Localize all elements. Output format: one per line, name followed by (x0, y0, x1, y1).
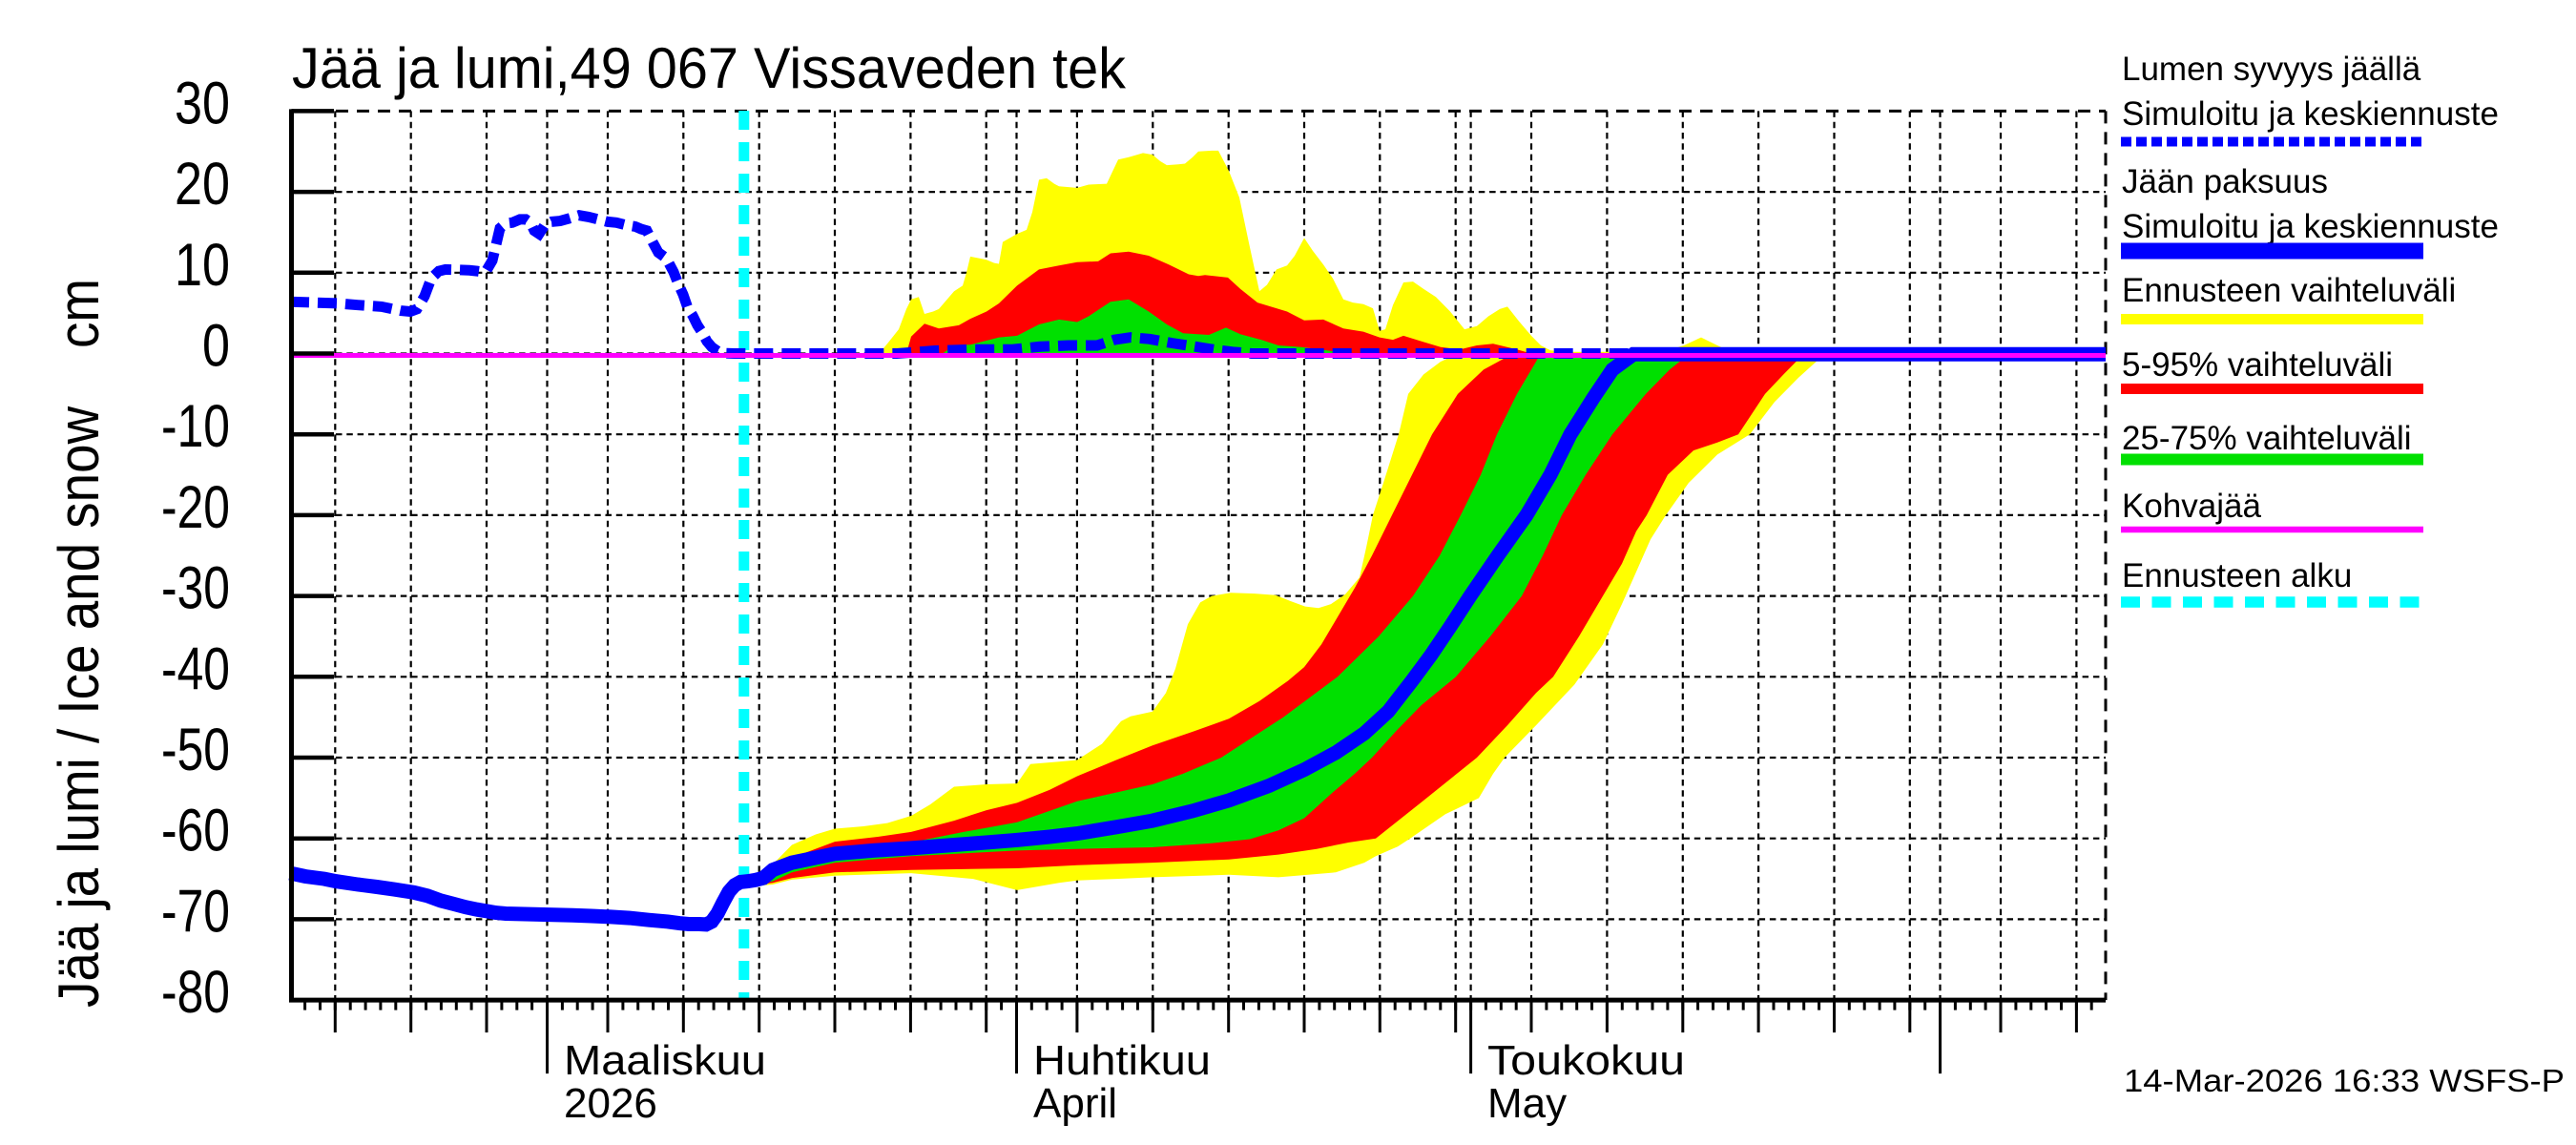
svg-text:-80: -80 (161, 959, 230, 1026)
svg-text:-20: -20 (161, 474, 230, 541)
svg-text:Jää ja lumi,49 067 Vissaveden: Jää ja lumi,49 067 Vissaveden tek (292, 36, 1127, 100)
svg-text:Kohvajää: Kohvajää (2122, 488, 2261, 525)
svg-text:Ennusteen vaihteluväli: Ennusteen vaihteluväli (2122, 272, 2456, 309)
svg-text:5-95% vaihteluväli: 5-95% vaihteluväli (2122, 346, 2393, 384)
svg-text:Huhtikuu: Huhtikuu (1033, 1037, 1211, 1084)
svg-text:-10: -10 (161, 393, 230, 460)
svg-text:-60: -60 (161, 798, 230, 864)
svg-text:14-Mar-2026 16:33 WSFS-P: 14-Mar-2026 16:33 WSFS-P (2124, 1063, 2565, 1098)
svg-text:-70: -70 (161, 878, 230, 945)
svg-text:0: 0 (202, 313, 230, 380)
svg-text:Lumen syvyys jäällä: Lumen syvyys jäällä (2122, 51, 2421, 88)
svg-text:Maaliskuu: Maaliskuu (564, 1037, 766, 1084)
svg-text:May: May (1487, 1080, 1567, 1127)
svg-text:30: 30 (175, 70, 230, 136)
svg-text:Jää ja lumi / Ice and snow: Jää ja lumi / Ice and snow cm (47, 279, 111, 1008)
svg-text:-40: -40 (161, 635, 230, 702)
svg-text:Ennusteen alku: Ennusteen alku (2122, 557, 2352, 594)
svg-text:25-75% vaihteluväli: 25-75% vaihteluväli (2122, 420, 2412, 457)
svg-text:2026: 2026 (564, 1080, 657, 1127)
svg-text:Simuloitu ja keskiennuste: Simuloitu ja keskiennuste (2122, 208, 2499, 245)
svg-text:10: 10 (175, 232, 230, 299)
svg-text:-30: -30 (161, 555, 230, 622)
svg-text:Simuloitu ja keskiennuste: Simuloitu ja keskiennuste (2122, 95, 2499, 133)
svg-text:Jään paksuus: Jään paksuus (2122, 163, 2328, 200)
svg-text:20: 20 (175, 151, 230, 218)
svg-text:-50: -50 (161, 717, 230, 783)
svg-text:April: April (1033, 1080, 1117, 1127)
svg-text:Toukokuu: Toukokuu (1487, 1037, 1685, 1084)
